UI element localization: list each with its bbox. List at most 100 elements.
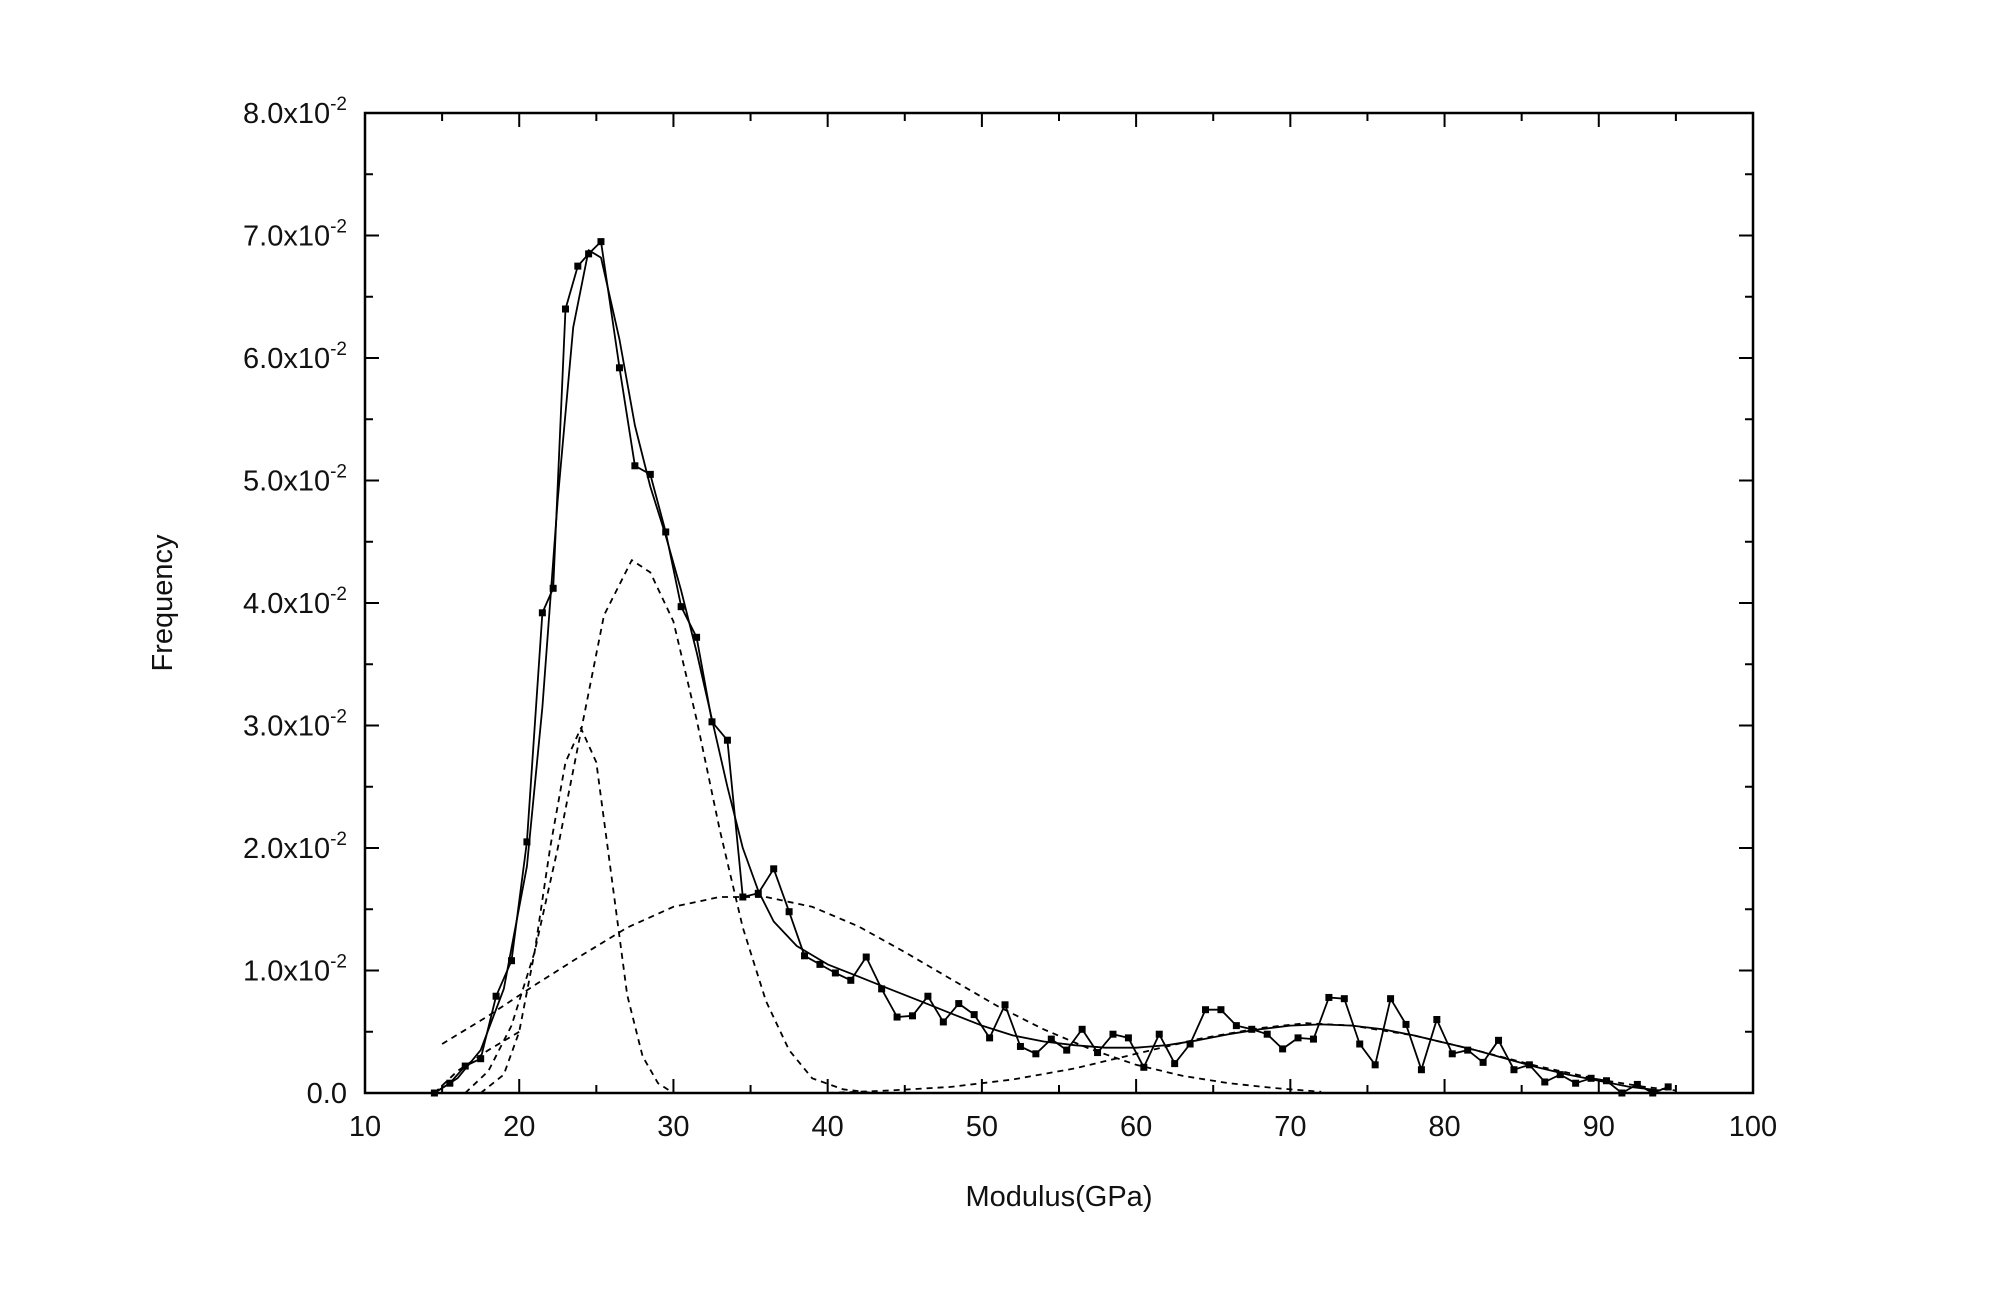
data-point-marker xyxy=(646,470,654,478)
x-tick-label: 60 xyxy=(1120,1111,1152,1143)
data-point-marker xyxy=(1047,1035,1055,1043)
data-point-marker xyxy=(693,633,701,641)
axis-ticks xyxy=(364,112,1754,1094)
data-point-marker xyxy=(1479,1058,1487,1066)
series-line-1 xyxy=(433,249,1661,1094)
data-point-marker xyxy=(574,262,582,270)
data-point-marker xyxy=(1124,1034,1132,1042)
data-point-marker xyxy=(1001,1001,1009,1009)
y-tick-label: 7.0x10-2 xyxy=(243,217,347,253)
data-point-marker xyxy=(538,609,546,617)
data-point-marker xyxy=(754,889,762,897)
y-tick-label: 0.0 xyxy=(307,1078,347,1110)
data-point-marker xyxy=(1495,1036,1503,1044)
data-point-marker xyxy=(1032,1050,1040,1058)
x-tick-label: 20 xyxy=(503,1111,535,1143)
data-point-marker xyxy=(1171,1060,1179,1068)
data-point-marker xyxy=(1417,1066,1425,1074)
x-tick-label: 30 xyxy=(657,1111,689,1143)
data-point-marker xyxy=(847,976,855,984)
data-point-marker xyxy=(1325,993,1333,1001)
x-tick-label: 70 xyxy=(1274,1111,1306,1143)
data-point-marker xyxy=(1232,1022,1240,1030)
data-point-marker xyxy=(908,1012,916,1020)
x-axis-title: Modulus(GPa) xyxy=(966,1181,1153,1213)
component-curve-6 xyxy=(433,1031,520,1094)
data-point-marker xyxy=(1263,1030,1271,1038)
y-tick-label: 2.0x10-2 xyxy=(243,829,347,865)
data-point-marker xyxy=(831,969,839,977)
y-tick-label: 8.0x10-2 xyxy=(243,94,347,130)
x-tick-label: 50 xyxy=(966,1111,998,1143)
y-tick-labels: 0.0 1.0x10-2 2.0x10-2 3.0x10-2 4.0x10-2 5.0x1… xyxy=(243,94,347,1110)
plot-frame xyxy=(363,111,1755,1095)
data-point-marker xyxy=(477,1055,485,1063)
y-tick-label: 1.0x10-2 xyxy=(243,952,347,988)
data-point-marker xyxy=(561,305,569,313)
data-point-marker xyxy=(862,953,870,961)
x-tick-label: 90 xyxy=(1583,1111,1615,1143)
data-point-marker xyxy=(662,528,670,536)
x-tick-labels: 10 20 30 40 50 60 70 80 90 100 xyxy=(349,1111,1777,1143)
data-point-marker xyxy=(1094,1049,1102,1057)
data-point-marker xyxy=(1664,1083,1672,1091)
data-point-marker xyxy=(723,736,731,744)
data-point-marker xyxy=(508,957,516,965)
data-point-marker xyxy=(1387,995,1395,1003)
data-point-marker xyxy=(770,865,778,873)
data-point-marker xyxy=(1340,995,1348,1003)
x-tick-label: 40 xyxy=(812,1111,844,1143)
data-point-marker xyxy=(1356,1040,1364,1048)
data-point-marker xyxy=(955,1000,963,1008)
data-point-marker xyxy=(1186,1040,1194,1048)
data-point-marker xyxy=(801,952,809,960)
plot-marks xyxy=(430,238,1677,1097)
x-tick-label: 100 xyxy=(1729,1111,1777,1143)
data-point-marker xyxy=(549,584,557,592)
y-tick-label: 6.0x10-2 xyxy=(243,339,347,375)
data-point-marker xyxy=(1510,1066,1518,1074)
data-point-marker xyxy=(523,838,531,846)
data-point-marker xyxy=(970,1011,978,1019)
data-point-marker xyxy=(1016,1042,1024,1050)
data-point-marker xyxy=(461,1062,469,1070)
data-point-marker xyxy=(1063,1046,1071,1054)
data-point-marker xyxy=(492,992,500,1000)
data-point-marker xyxy=(615,364,623,372)
data-point-marker xyxy=(1217,1006,1225,1014)
data-point-marker xyxy=(739,893,747,901)
y-tick-label: 3.0x10-2 xyxy=(243,707,347,743)
data-point-marker xyxy=(1109,1030,1117,1038)
data-point-marker xyxy=(1140,1063,1148,1071)
data-point-marker xyxy=(1541,1078,1549,1086)
data-point-marker xyxy=(631,462,639,470)
x-tick-label: 80 xyxy=(1428,1111,1460,1143)
data-point-marker xyxy=(1572,1079,1580,1087)
data-point-marker xyxy=(677,603,685,611)
component-curve-5 xyxy=(827,1022,1677,1094)
data-point-marker xyxy=(893,1013,901,1021)
data-point-marker xyxy=(1371,1061,1379,1069)
data-point-marker xyxy=(1448,1050,1456,1058)
data-point-marker xyxy=(1556,1071,1564,1079)
data-point-marker xyxy=(878,985,886,993)
y-tick-label: 5.0x10-2 xyxy=(243,462,347,498)
x-tick-label: 10 xyxy=(349,1111,381,1143)
data-point-marker xyxy=(986,1034,994,1042)
data-point-marker xyxy=(816,960,824,968)
data-point-marker xyxy=(1078,1025,1086,1033)
data-point-marker xyxy=(1294,1034,1302,1042)
data-point-marker xyxy=(1602,1077,1610,1085)
y-axis-title: Frequency xyxy=(147,534,179,672)
component-curve-4 xyxy=(441,896,1322,1093)
data-point-marker xyxy=(1433,1016,1441,1023)
series-line-0 xyxy=(433,240,1669,1094)
data-point-marker xyxy=(1155,1030,1163,1038)
data-point-marker xyxy=(597,238,605,246)
data-point-marker xyxy=(1202,1006,1210,1014)
data-point-marker xyxy=(924,992,932,1000)
data-point-marker xyxy=(785,908,793,916)
data-point-marker xyxy=(1279,1045,1287,1053)
data-point-marker xyxy=(1464,1046,1472,1054)
component-curve-3 xyxy=(464,559,875,1094)
